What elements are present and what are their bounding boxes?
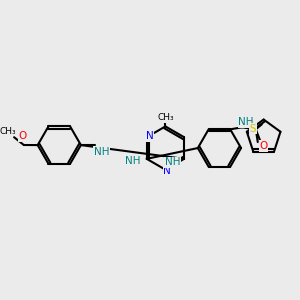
- Text: NH: NH: [238, 117, 254, 128]
- Text: S: S: [249, 124, 256, 134]
- Text: O: O: [260, 141, 268, 151]
- Text: N: N: [146, 131, 154, 141]
- Text: CH₃: CH₃: [157, 113, 174, 122]
- Text: N: N: [164, 166, 171, 176]
- Text: CH₃: CH₃: [0, 127, 16, 136]
- Text: O: O: [19, 131, 27, 141]
- Text: NH: NH: [125, 156, 140, 166]
- Text: NH: NH: [94, 147, 109, 157]
- Text: NH: NH: [164, 157, 180, 167]
